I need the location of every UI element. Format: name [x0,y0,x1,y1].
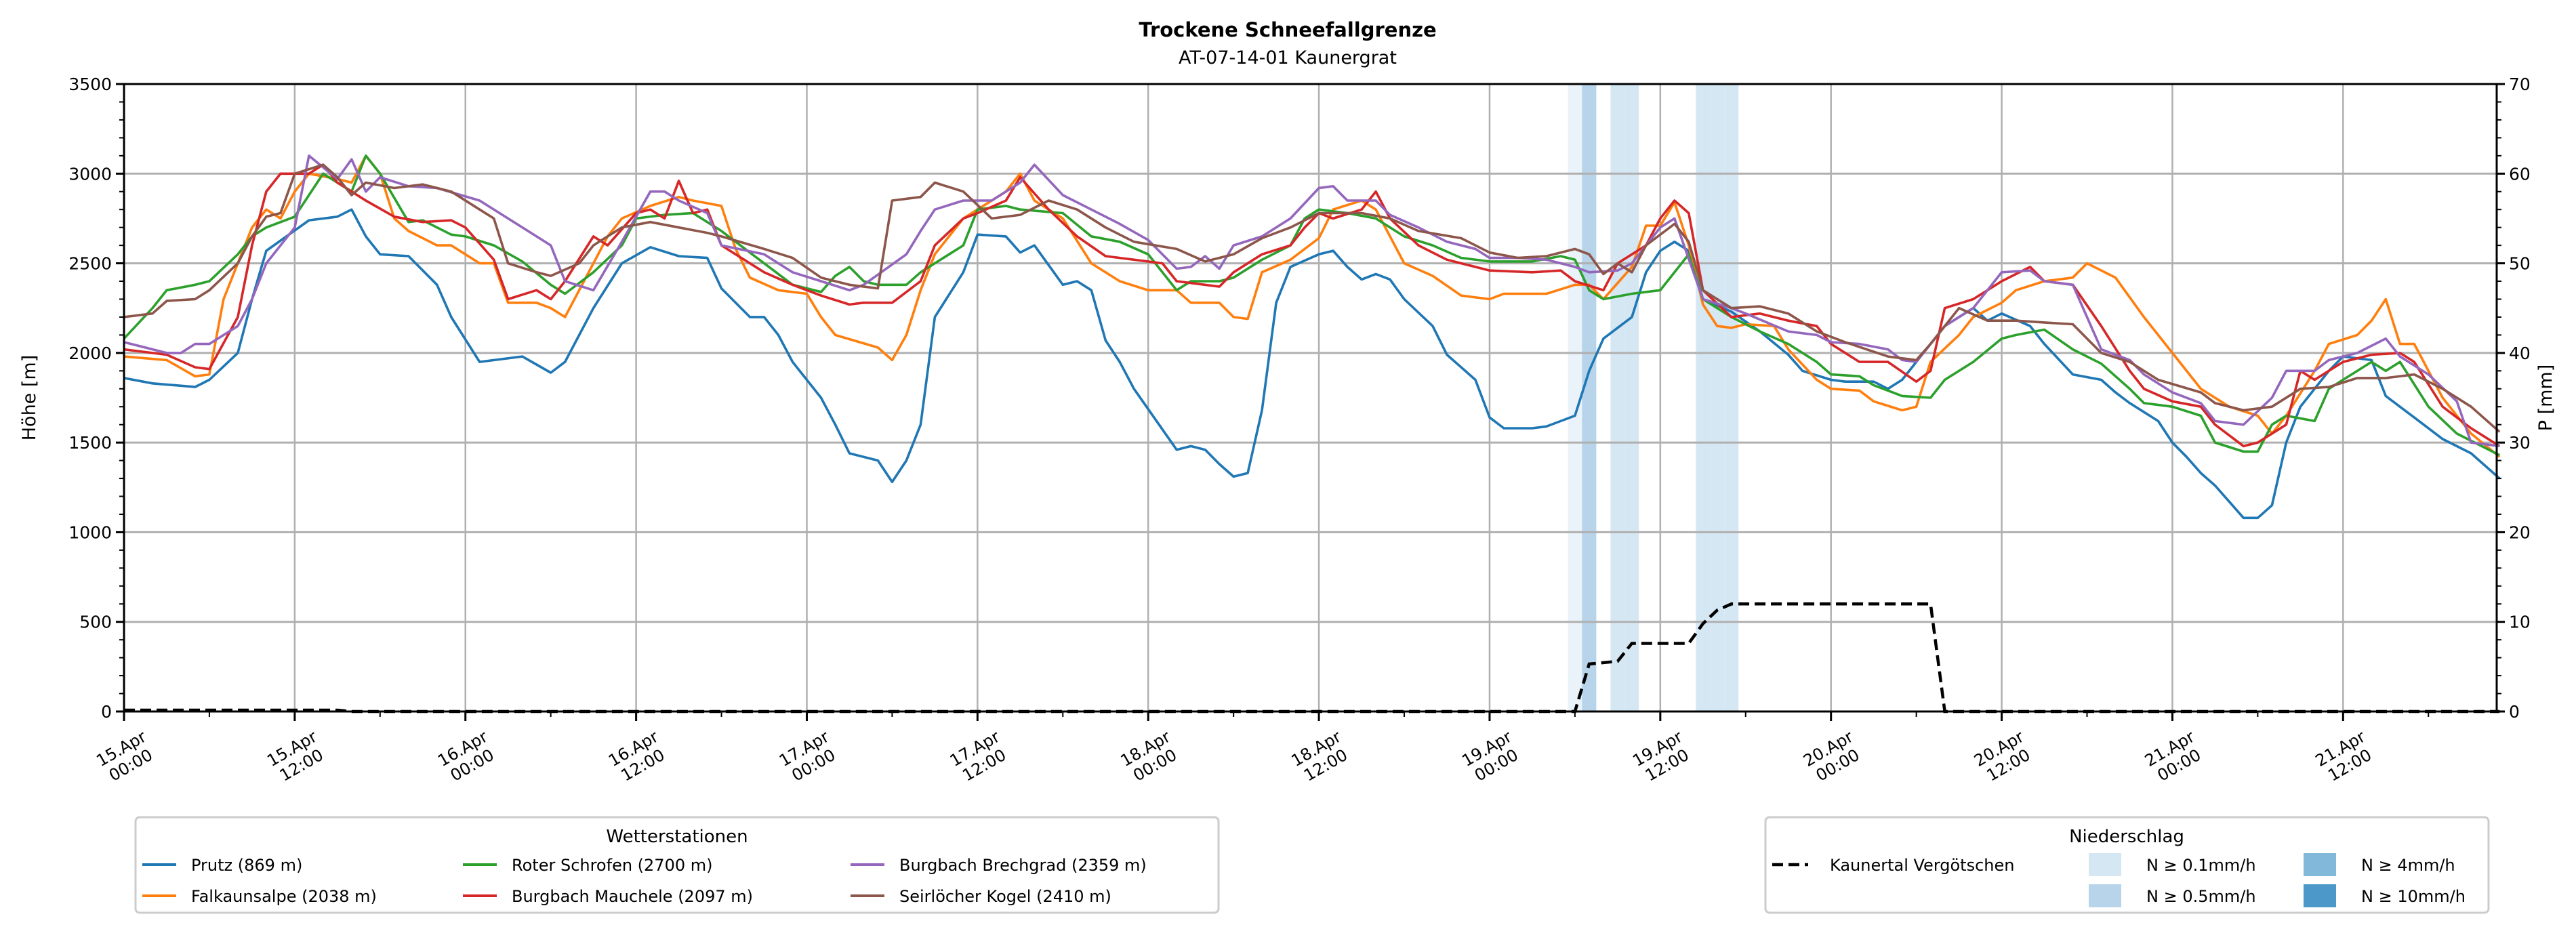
x-tick-label: 15.Apr00:00 [93,727,159,787]
series-line [123,154,2500,448]
x-tick-label: 20.Apr12:00 [1971,727,2037,787]
y-right-tick-label: 60 [2509,164,2531,184]
legend-box [134,816,1220,914]
series-line [123,163,2501,433]
precip-band [1610,84,1625,711]
x-tick-label: 18.Apr00:00 [1118,727,1183,787]
series-line [123,154,2501,457]
y-tick-label: 1500 [68,433,112,453]
legend-stations: Wetterstationen Prutz (869 m) Falkaunsalpe… [134,816,1220,914]
x-tick-label: 16.Apr00:00 [434,727,500,787]
precipitation-bands [1568,84,1739,711]
y-tick-label: 3500 [68,75,112,94]
legend-label: Prutz (869 m) [191,856,302,875]
x-tick-label: 19.Apr12:00 [1629,727,1695,787]
y-right-tick-label: 10 [2509,613,2531,632]
legend-patch [2089,853,2121,876]
y-tick-label: 3000 [68,164,112,184]
plot-frame [123,83,2498,713]
y-right-tick-label: 40 [2509,344,2531,363]
precip-band [1624,84,1639,711]
legend-label: Burgbach Mauchele (2097 m) [512,887,753,906]
y-right-tick-label: 50 [2509,254,2531,274]
axes: 0 500 1000 1500 2000 2500 3000 3500 0 10 20 30 40 50 6… [68,75,2531,787]
y-tick-label: 1000 [68,522,112,542]
x-tick-label: 20.Apr00:00 [1800,727,1866,787]
precip-band [1724,84,1739,711]
series-line [123,208,2501,520]
legend-title: Wetterstationen [606,827,748,847]
legend-label: Roter Schrofen (2700 m) [512,856,712,875]
gridlines [123,83,2497,713]
precip-band [1710,84,1725,711]
y-right-tick-label: 0 [2509,702,2520,722]
legend-label: N ≥ 4mm/h [2361,856,2455,875]
precip-band [1696,84,1711,711]
chart-subtitle: AT-07-14-01 Kaunergrat [1179,47,1397,68]
y-right-tick-label: 30 [2509,433,2531,453]
y-right-tick-label: 70 [2509,75,2531,94]
x-tick-label: 16.Apr12:00 [605,727,671,787]
x-tick-label: 18.Apr12:00 [1288,727,1354,787]
legend-label: Falkaunsalpe (2038 m) [191,887,377,906]
y-right-tick-label: 20 [2509,522,2531,542]
station-series [123,154,2501,520]
y-tick-label: 500 [79,613,112,632]
legend-patch [2304,884,2336,907]
series-line [123,154,2501,458]
x-tick-label: 17.Apr00:00 [776,727,842,787]
y-tick-label: 2500 [68,254,112,274]
legend-label: Kaunertal Vergötschen [1830,856,2014,875]
x-tick-label: 19.Apr00:00 [1458,727,1524,787]
y-axis-label: Höhe [m] [19,355,40,441]
chart-title: Trockene Schneefallgrenze [1139,18,1436,41]
precip-band [1582,84,1597,711]
precip-cumulative-line [124,602,2500,714]
legend-title: Niederschlag [2069,827,2184,847]
x-tick-label: 21.Apr12:00 [2312,727,2378,787]
y-tick-label: 0 [101,702,112,722]
x-tick-label: 17.Apr12:00 [947,727,1013,787]
legend-label: N ≥ 0.1mm/h [2146,856,2256,875]
legend-patch [2304,853,2336,876]
precip-band [1568,84,1582,711]
x-tick-label: 21.Apr00:00 [2142,727,2207,787]
legend-precipitation: Niederschlag Kaunertal Vergötschen N ≥ 0.1… [1764,816,2490,914]
series-line [123,163,2501,448]
legend-label: N ≥ 0.5mm/h [2146,887,2256,906]
y-tick-label: 2000 [68,344,112,363]
legend-label: N ≥ 10mm/h [2361,887,2466,906]
legend-label: Burgbach Brechgrad (2359 m) [899,856,1147,875]
legend-patch [2089,884,2121,907]
y-axis-right-label: P [mm] [2535,365,2556,432]
precip-cumulative [124,602,2500,714]
x-tick-label: 15.Apr12:00 [264,727,329,787]
legend-label: Seirlöcher Kogel (2410 m) [899,887,1111,906]
